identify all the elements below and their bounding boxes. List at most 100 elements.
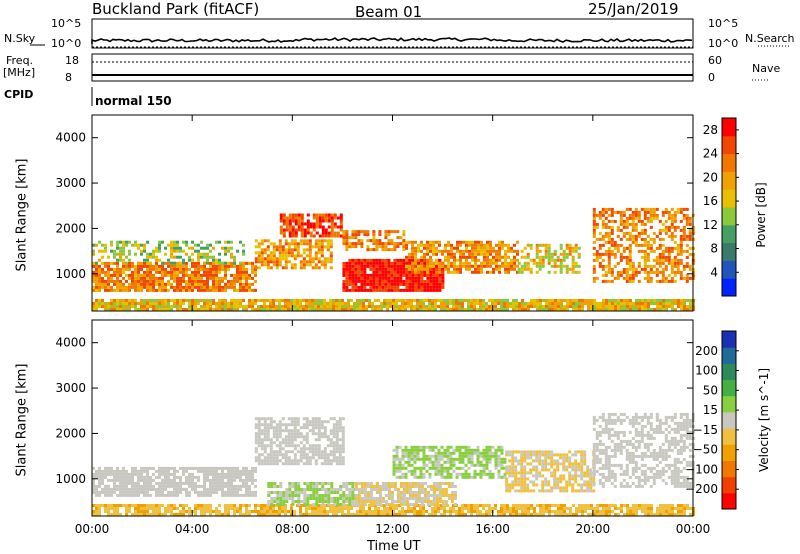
power-cell — [676, 249, 680, 253]
velocity-cell — [290, 441, 294, 445]
power-cell — [351, 245, 355, 249]
power-cell — [604, 270, 608, 274]
velocity-cell — [209, 478, 212, 482]
power-cell — [516, 264, 519, 268]
power-cell — [489, 243, 492, 247]
power-cell — [239, 273, 242, 277]
power-cell — [356, 305, 359, 308]
power-cell — [677, 302, 680, 305]
power-cell — [281, 266, 285, 270]
power-cell — [399, 236, 403, 240]
power-cell — [209, 302, 212, 305]
power-cell — [182, 288, 185, 292]
power-cell — [366, 264, 370, 268]
power-cell — [380, 302, 383, 305]
power-cell — [251, 282, 254, 286]
velocity-cell — [632, 507, 635, 510]
power-cell — [212, 273, 215, 277]
nsky-tick-top: 10^5 — [51, 17, 82, 30]
power-cell — [101, 249, 104, 253]
velocity-cell — [276, 503, 280, 506]
velocity-cell — [326, 510, 329, 513]
velocity-cell — [233, 487, 236, 491]
power-cell — [614, 299, 617, 302]
power-cell — [670, 222, 674, 226]
power-cell — [357, 273, 361, 277]
power-cell — [414, 252, 417, 256]
velocity-cell — [146, 513, 149, 516]
velocity-cell — [245, 510, 248, 513]
velocity-cell — [323, 453, 327, 457]
power-cell — [330, 222, 334, 226]
power-cell — [179, 299, 182, 302]
power-cell — [143, 308, 146, 311]
velocity-cell — [336, 497, 340, 500]
velocity-cell — [245, 490, 248, 494]
power-cell — [482, 305, 485, 308]
power-cell — [620, 302, 623, 305]
velocity-cell — [423, 491, 427, 494]
power-cell — [197, 285, 200, 289]
power-cell — [616, 225, 620, 229]
velocity-cell — [98, 513, 101, 516]
velocity-cell — [650, 504, 653, 507]
power-cell — [107, 276, 110, 280]
time-xlabel: Time UT — [367, 539, 421, 554]
velocity-cell — [285, 488, 289, 491]
power-cell — [649, 279, 653, 283]
power-cell — [670, 267, 674, 271]
power-cell — [185, 240, 188, 244]
power-cell — [602, 299, 605, 302]
velocity-cell — [494, 507, 497, 510]
velocity-cell — [233, 472, 236, 476]
velocity-cell — [140, 487, 143, 491]
velocity-cell — [320, 453, 324, 457]
power-cell — [595, 276, 599, 280]
velocity-cell — [407, 451, 411, 455]
velocity-cell — [276, 497, 280, 500]
velocity-cell — [296, 429, 300, 433]
power-cell — [119, 279, 122, 283]
velocity-cell — [146, 475, 149, 479]
velocity-cell — [308, 513, 311, 516]
power-cell — [272, 257, 276, 261]
power-cell — [565, 243, 569, 247]
power-cell — [670, 276, 674, 280]
power-cell — [575, 302, 578, 305]
velocity-cell — [212, 484, 215, 488]
power-cell — [617, 308, 620, 311]
velocity-cell — [239, 487, 242, 491]
power-cell — [294, 228, 298, 232]
velocity-cell — [288, 491, 292, 494]
power-cell — [601, 267, 605, 271]
velocity-cell — [230, 466, 233, 470]
power-cell — [200, 285, 203, 289]
power-cell — [512, 308, 515, 311]
power-cell — [348, 258, 352, 262]
power-cell — [679, 273, 683, 277]
velocity-cell — [161, 469, 164, 473]
power-cell — [131, 282, 134, 286]
velocity-cell — [357, 503, 361, 506]
power-cell — [284, 263, 288, 267]
power-cell — [293, 242, 297, 246]
velocity-cell — [248, 487, 251, 491]
power-cell — [664, 258, 668, 262]
power-cell — [281, 257, 285, 261]
velocity-cell — [404, 454, 408, 458]
velocity-cell — [170, 472, 173, 476]
power-cell — [233, 264, 236, 268]
power-cell — [125, 285, 128, 289]
power-cell — [381, 264, 385, 268]
power-cell — [595, 258, 599, 262]
power-cell — [318, 213, 322, 217]
velocity-cell — [191, 478, 194, 482]
power-cell — [311, 305, 314, 308]
power-cell — [658, 231, 662, 235]
velocity-cell — [318, 497, 322, 500]
power-cell — [432, 264, 435, 268]
power-cell — [300, 222, 304, 226]
velocity-cell — [203, 504, 206, 507]
velocity-cell — [164, 481, 167, 485]
power-cell — [203, 255, 206, 259]
